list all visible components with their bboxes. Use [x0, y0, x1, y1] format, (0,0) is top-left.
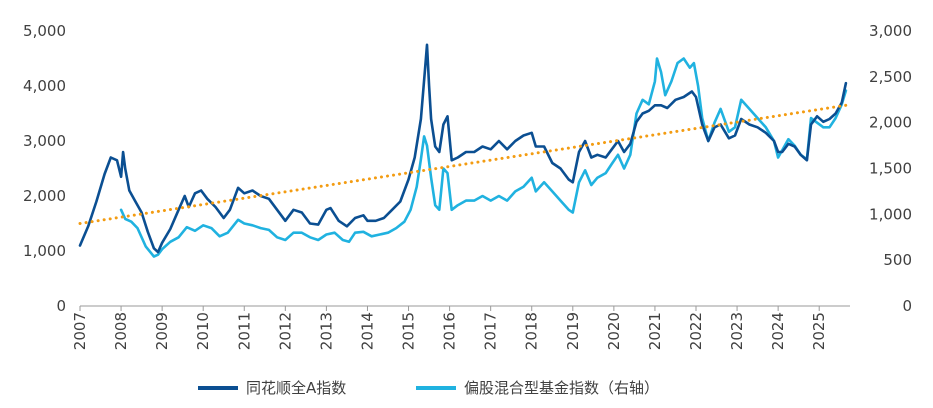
left-tick-label: 1,000 [23, 242, 66, 260]
x-tick-label: 2021 [646, 312, 664, 350]
x-tick-label: 2024 [769, 312, 787, 350]
right-tick-label: 500 [883, 251, 912, 269]
x-tick-label: 2014 [358, 312, 376, 350]
x-tick-label: 2008 [112, 312, 130, 350]
right-tick-label: 3,000 [869, 22, 912, 40]
x-axis-ticks: 2007 2008 2009 2010 2011 2012 2013 2014 2015 2016… [71, 312, 828, 350]
right-axis-ticks: 0 500 1,000 1,500 2,000 2,500 3,000 [869, 22, 912, 315]
x-axis-tickmarks [79, 306, 820, 311]
legend-label-left: 同花顺全A指数 [246, 379, 346, 397]
x-tick-label: 2020 [605, 312, 623, 350]
right-tick-label: 2,500 [869, 68, 912, 86]
legend-label-right: 偏股混合型基金指数（右轴） [464, 379, 659, 397]
x-tick-label: 2015 [400, 312, 418, 350]
series-line-fund-index [119, 57, 848, 258]
x-tick-label: 2013 [317, 312, 335, 350]
right-tick-label: 1,500 [869, 160, 912, 178]
x-tick-label: 2022 [687, 312, 705, 350]
x-tick-label: 2007 [71, 312, 89, 350]
left-tick-label: 2,000 [23, 187, 66, 205]
right-tick-label: 0 [902, 297, 912, 315]
x-tick-label: 2025 [810, 312, 828, 350]
trend-line [78, 103, 848, 225]
x-tick-label: 2018 [523, 312, 541, 350]
left-axis-ticks: 0 1,000 2,000 3,000 4,000 5,000 [23, 22, 66, 315]
series-layer [78, 43, 848, 258]
series-line-a-share-index [78, 43, 848, 254]
left-tick-label: 4,000 [23, 77, 66, 95]
left-tick-label: 5,000 [23, 22, 66, 40]
x-tick-label: 2009 [153, 312, 171, 350]
right-tick-label: 2,000 [869, 114, 912, 132]
x-tick-label: 2017 [482, 312, 500, 350]
x-tick-label: 2012 [276, 312, 294, 350]
left-tick-label: 0 [56, 297, 66, 315]
left-tick-label: 3,000 [23, 132, 66, 150]
legend: 同花顺全A指数 偏股混合型基金指数（右轴） [198, 379, 659, 397]
right-tick-label: 1,000 [869, 205, 912, 223]
x-tick-label: 2016 [441, 312, 459, 350]
x-tick-label: 2010 [194, 312, 212, 350]
x-tick-label: 2019 [564, 312, 582, 350]
x-tick-label: 2011 [235, 312, 253, 350]
x-tick-label: 2023 [728, 312, 746, 350]
